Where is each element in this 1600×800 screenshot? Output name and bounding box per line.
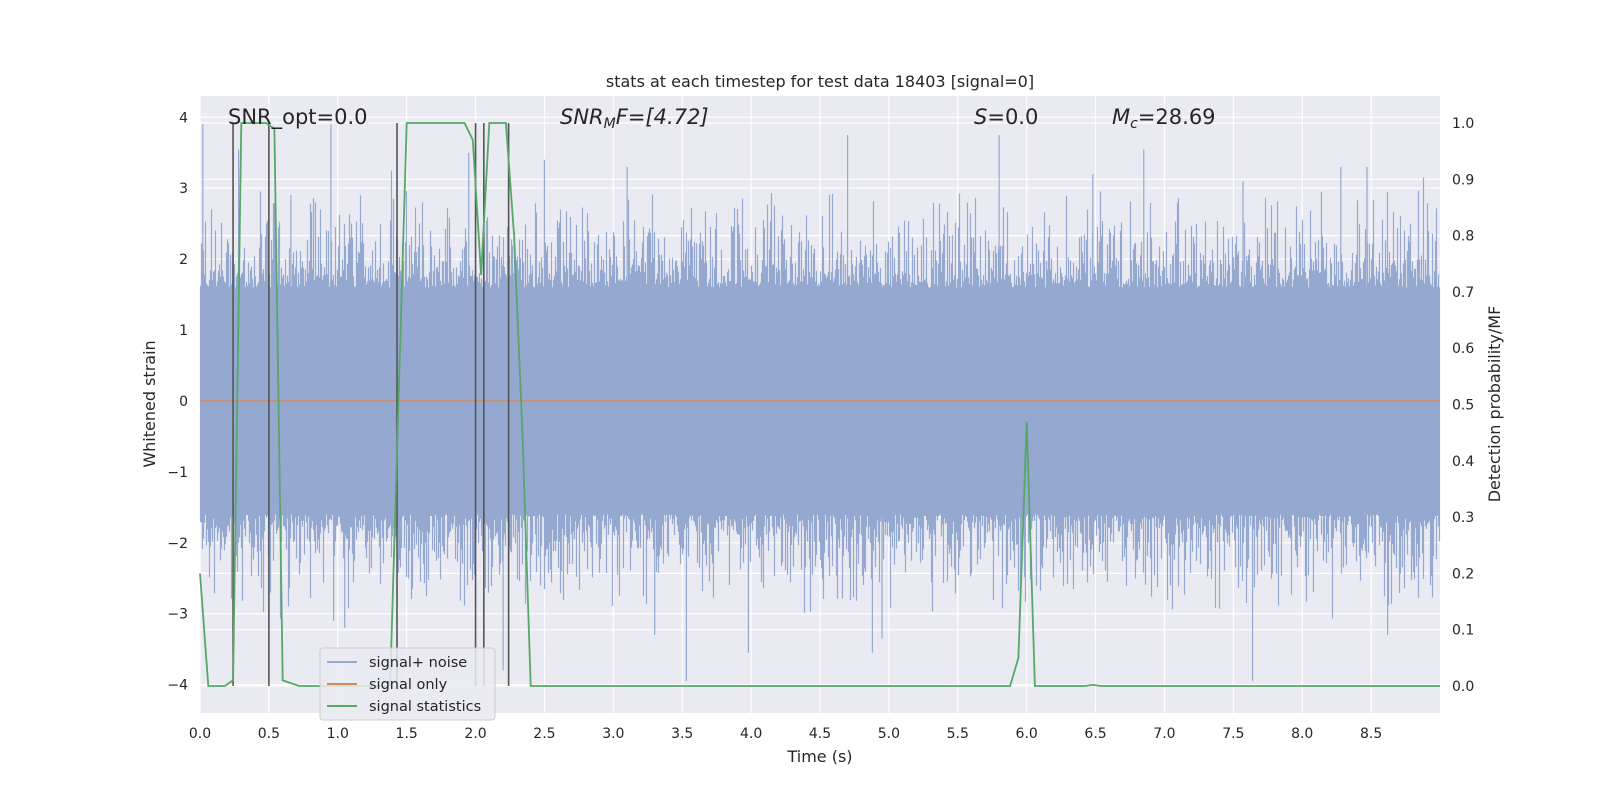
y-right-tick-label: 0.3 bbox=[1452, 510, 1474, 526]
x-tick-label: 3.0 bbox=[602, 726, 624, 742]
chart-title: stats at each timestep for test data 184… bbox=[606, 72, 1034, 91]
y-axis-label-left: Whitened strain bbox=[140, 340, 159, 467]
x-tick-label: 7.0 bbox=[1153, 726, 1175, 742]
annotations: SNR_opt=0.0 SNRMF=[4.72] S=0.0 Mc=28.69 bbox=[228, 105, 1216, 132]
legend-label-signal-only: signal only bbox=[369, 677, 448, 693]
x-tick-labels: 0.0 0.5 1.0 1.5 2.0 2.5 3.0 3.5 4.0 4.5 5.0 5.5 6.0 6… bbox=[189, 726, 1382, 742]
x-tick-label: 5.0 bbox=[878, 726, 900, 742]
y-right-tick-label: 0.9 bbox=[1452, 172, 1474, 188]
x-axis-label: Time (s) bbox=[786, 747, 852, 766]
y-right-tick-labels: 1.0 0.9 0.8 0.7 0.6 0.5 0.4 0.3 0.2 0.1 0.0 bbox=[1452, 116, 1474, 695]
y-left-tick-label: 2 bbox=[179, 252, 188, 268]
x-tick-label: 8.5 bbox=[1360, 726, 1382, 742]
y-right-tick-label: 0.5 bbox=[1452, 398, 1474, 414]
x-tick-label: 6.5 bbox=[1084, 726, 1106, 742]
y-left-tick-label: −3 bbox=[167, 607, 188, 623]
x-tick-label: 6.0 bbox=[1016, 726, 1038, 742]
y-right-tick-label: 0.2 bbox=[1452, 566, 1474, 582]
y-left-tick-label: −1 bbox=[167, 465, 188, 481]
x-tick-label: 1.0 bbox=[327, 726, 349, 742]
x-tick-label: 4.5 bbox=[809, 726, 831, 742]
x-tick-label: 0.0 bbox=[189, 726, 211, 742]
x-tick-label: 2.5 bbox=[533, 726, 555, 742]
x-tick-label: 8.0 bbox=[1291, 726, 1313, 742]
y-right-tick-label: 0.4 bbox=[1452, 454, 1474, 470]
x-tick-label: 7.5 bbox=[1222, 726, 1244, 742]
annotation-mc: Mc=28.69 bbox=[1112, 105, 1216, 132]
y-left-tick-label: 1 bbox=[179, 323, 188, 339]
annotation-snr-opt: SNR_opt=0.0 bbox=[228, 105, 368, 130]
y-right-tick-label: 0.8 bbox=[1452, 229, 1474, 245]
y-left-tick-label: 3 bbox=[179, 181, 188, 197]
y-left-tick-label: 0 bbox=[179, 394, 188, 410]
legend: signal+ noise signal only signal statist… bbox=[319, 647, 496, 721]
y-left-tick-labels: 4 3 2 1 0 −1 −2 −3 −4 bbox=[167, 110, 188, 693]
x-tick-label: 5.5 bbox=[947, 726, 969, 742]
legend-label-signal-statistics: signal statistics bbox=[369, 699, 481, 715]
signal-statistics-line bbox=[199, 122, 1440, 687]
y-right-tick-label: 0.6 bbox=[1452, 341, 1474, 357]
y-left-tick-label: −4 bbox=[167, 678, 188, 694]
y-right-tick-label: 0.7 bbox=[1452, 285, 1474, 301]
x-tick-label: 4.0 bbox=[740, 726, 762, 742]
x-tick-label: 1.5 bbox=[396, 726, 418, 742]
annotation-s: S=0.0 bbox=[974, 105, 1038, 129]
annotation-snr-mf: SNRMF=[4.72] bbox=[560, 105, 709, 132]
y-right-tick-label: 0.1 bbox=[1452, 623, 1474, 639]
x-tick-label: 0.5 bbox=[258, 726, 280, 742]
y-left-tick-label: 4 bbox=[179, 110, 188, 126]
y-left-tick-label: −2 bbox=[167, 536, 188, 552]
series-signal-statistics bbox=[199, 122, 1440, 687]
y-right-tick-label: 1.0 bbox=[1452, 116, 1474, 132]
y-axis-label-right: Detection probability/MF bbox=[1485, 306, 1504, 503]
legend-label-signal-plus-noise: signal+ noise bbox=[369, 655, 467, 671]
x-tick-label: 2.0 bbox=[464, 726, 486, 742]
legend-box bbox=[319, 647, 496, 721]
y-right-tick-label: 0.0 bbox=[1452, 679, 1474, 695]
x-tick-label: 3.5 bbox=[671, 726, 693, 742]
